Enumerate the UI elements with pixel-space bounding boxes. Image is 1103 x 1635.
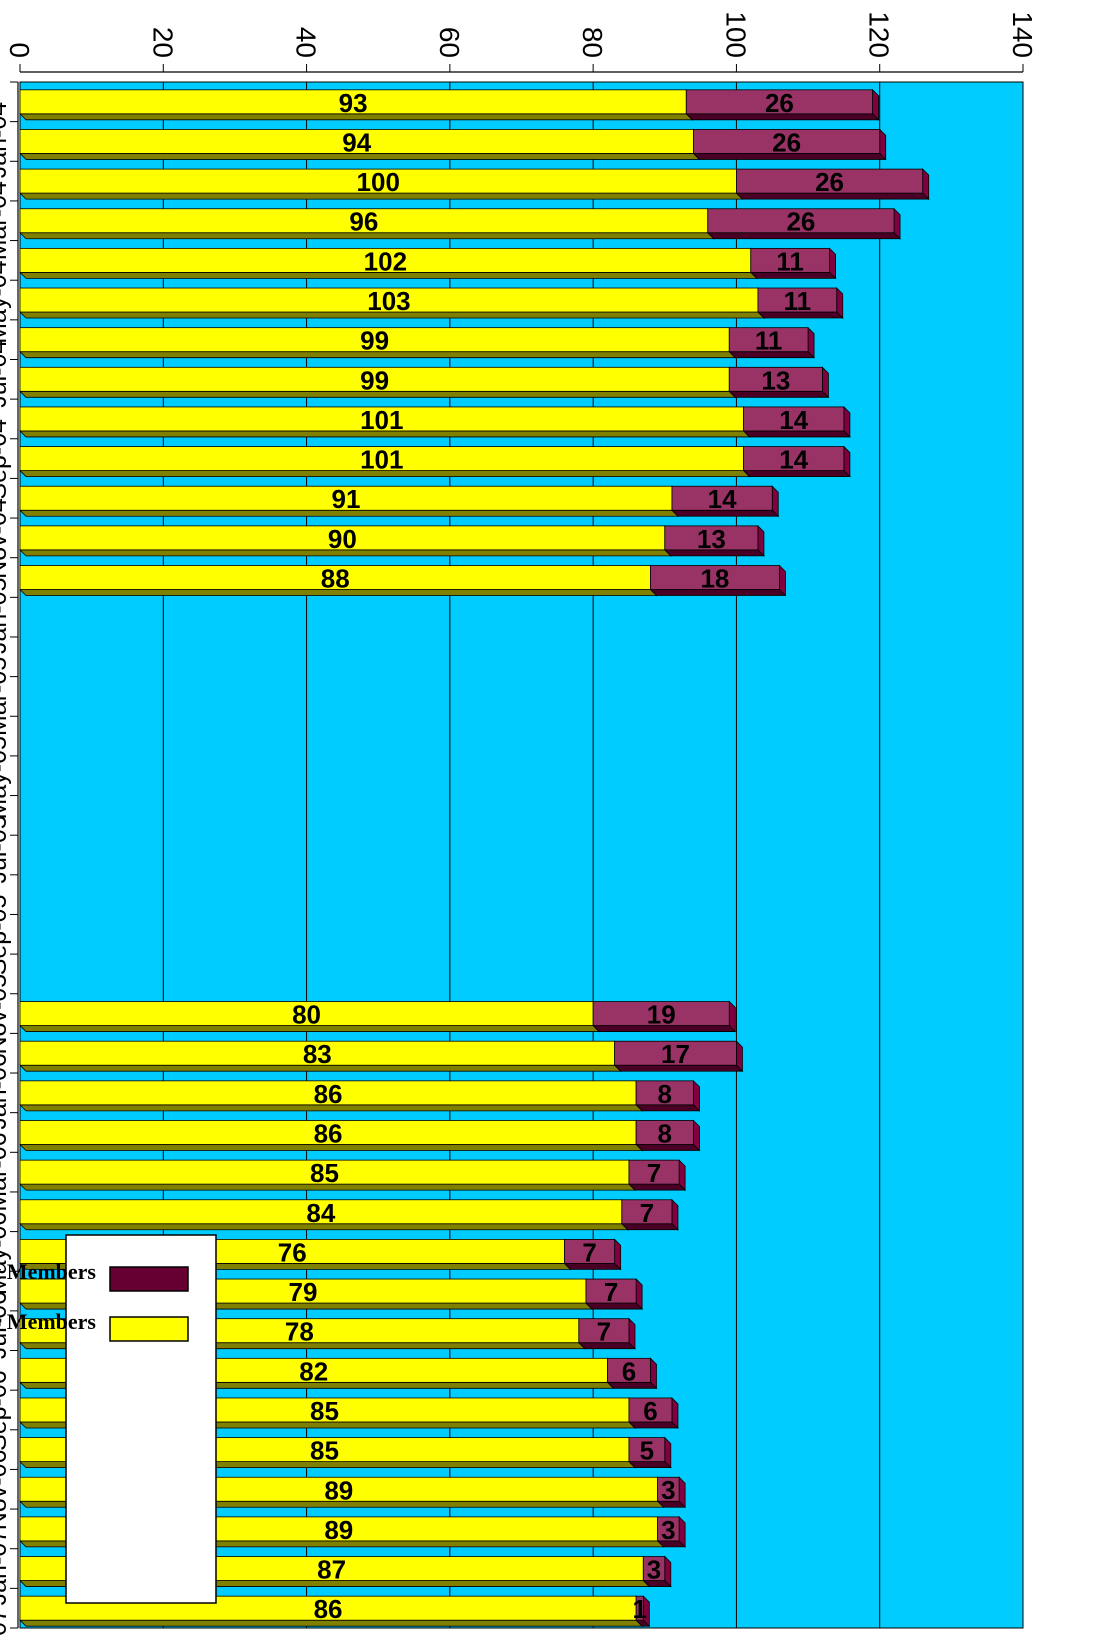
category-tick-label: Jan-07 [0, 1529, 12, 1605]
regular-members-data-label: 94 [342, 127, 371, 157]
student-members-data-label: 14 [779, 445, 808, 475]
category-tick-label: Nov-04 [0, 498, 12, 579]
student-members-data-label: 18 [700, 564, 729, 594]
student-members-data-label: 11 [755, 326, 783, 356]
student-members-data-label: 26 [815, 167, 844, 197]
category-tick-label: Mar-05 [0, 657, 12, 736]
student-members-data-label: 7 [597, 1317, 611, 1347]
student-members-data-label: 3 [647, 1555, 661, 1585]
regular-members-data-label: 84 [306, 1198, 335, 1228]
student-members-data-label: 1 [632, 1594, 646, 1624]
value-tick-label: 80 [577, 27, 608, 58]
category-tick-label: Jan-06 [0, 1053, 12, 1129]
regular-members-data-label: 86 [314, 1118, 343, 1148]
category-tick-label: Jan-04 [0, 102, 12, 179]
regular-members-data-label: 85 [310, 1158, 339, 1188]
regular-members-data-label: 100 [357, 167, 400, 197]
regular-members-data-label: 89 [324, 1475, 353, 1505]
regular-members-data-label: 103 [367, 286, 410, 316]
student-members-data-label: 13 [761, 365, 790, 395]
category-tick-label: Sep-04 [0, 419, 12, 500]
category-tick-label: May-04 [0, 260, 12, 343]
value-tick-label: 120 [864, 11, 895, 58]
student-members-data-label: 6 [643, 1396, 657, 1426]
value-tick-label: 20 [147, 27, 178, 58]
legend-label-student: Student Members [0, 1259, 96, 1284]
student-members-data-label: 8 [658, 1079, 672, 1109]
regular-members-data-label: 86 [314, 1079, 343, 1109]
regular-members-data-label: 82 [299, 1356, 328, 1386]
student-members-data-label: 11 [784, 286, 812, 316]
student-members-data-label: 6 [622, 1356, 636, 1386]
regular-members-data-label: 93 [339, 88, 368, 118]
category-tick-label: May-05 [0, 736, 12, 819]
student-members-data-label: 3 [661, 1515, 675, 1545]
regular-members-data-label: 101 [360, 445, 403, 475]
regular-members-data-label: 89 [324, 1515, 353, 1545]
category-tick-label: Mar-07 [0, 1608, 12, 1635]
student-members-data-label: 26 [786, 207, 815, 237]
regular-members-data-label: 80 [292, 1000, 321, 1030]
category-tick-label: Nov-05 [0, 974, 12, 1055]
regular-members-data-label: 101 [360, 405, 403, 435]
student-members-data-label: 13 [697, 524, 726, 554]
student-members-data-label: 5 [640, 1436, 654, 1466]
regular-members-data-label: 85 [310, 1436, 339, 1466]
category-tick-label: Jul-04 [0, 340, 12, 408]
category-tick-label: Sep-06 [0, 1370, 12, 1451]
student-members-data-label: 7 [640, 1198, 654, 1228]
regular-members-data-label: 99 [360, 326, 389, 356]
legend-swatch-regular [110, 1317, 188, 1341]
student-members-data-label: 11 [776, 246, 804, 276]
value-tick-label: 0 [4, 42, 35, 58]
chart-rotated-frame: 0 20 40 60 80 100 120 140Jan-04Mar-04May-04Jul-… [0, 11, 1038, 1635]
regular-members-data-label: 91 [332, 484, 361, 514]
regular-members-data-label: 86 [314, 1594, 343, 1624]
regular-members-data-label: 96 [349, 207, 378, 237]
student-members-data-label: 7 [604, 1277, 618, 1307]
student-members-data-label: 17 [661, 1039, 690, 1069]
student-members-data-label: 26 [765, 88, 794, 118]
legend-label-regular: Regular Members [0, 1309, 96, 1334]
value-tick-label: 140 [1007, 11, 1038, 58]
value-tick-label: 60 [434, 27, 465, 58]
value-tick-label: 100 [720, 11, 751, 58]
category-tick-label: Mar-06 [0, 1132, 12, 1211]
regular-members-data-label: 85 [310, 1396, 339, 1426]
student-members-data-label: 3 [661, 1475, 675, 1505]
regular-members-data-label: 88 [321, 564, 350, 594]
category-tick-label: Jul-05 [0, 815, 12, 883]
student-members-data-label: 7 [647, 1158, 661, 1188]
category-tick-label: Nov-06 [0, 1450, 12, 1531]
student-members-data-label: 26 [772, 127, 801, 157]
regular-members-data-label: 90 [328, 524, 357, 554]
category-tick-label: Mar-04 [0, 181, 12, 260]
regular-members-data-label: 78 [285, 1317, 314, 1347]
regular-members-data-label: 83 [303, 1039, 332, 1069]
regular-members-data-label: 79 [289, 1277, 318, 1307]
student-members-data-label: 14 [708, 484, 737, 514]
student-members-data-label: 7 [582, 1237, 596, 1267]
category-tick-label: Sep-05 [0, 895, 12, 976]
student-members-data-label: 19 [647, 1000, 676, 1030]
regular-members-data-label: 102 [364, 246, 407, 276]
student-members-data-label: 14 [779, 405, 808, 435]
regular-members-data-label: 76 [278, 1237, 307, 1267]
value-tick-label: 40 [291, 27, 322, 58]
regular-members-data-label: 99 [360, 365, 389, 395]
legend-swatch-student [110, 1267, 188, 1291]
regular-members-data-label: 87 [317, 1555, 346, 1585]
category-tick-label: Jan-05 [0, 578, 12, 654]
student-members-data-label: 8 [658, 1118, 672, 1148]
